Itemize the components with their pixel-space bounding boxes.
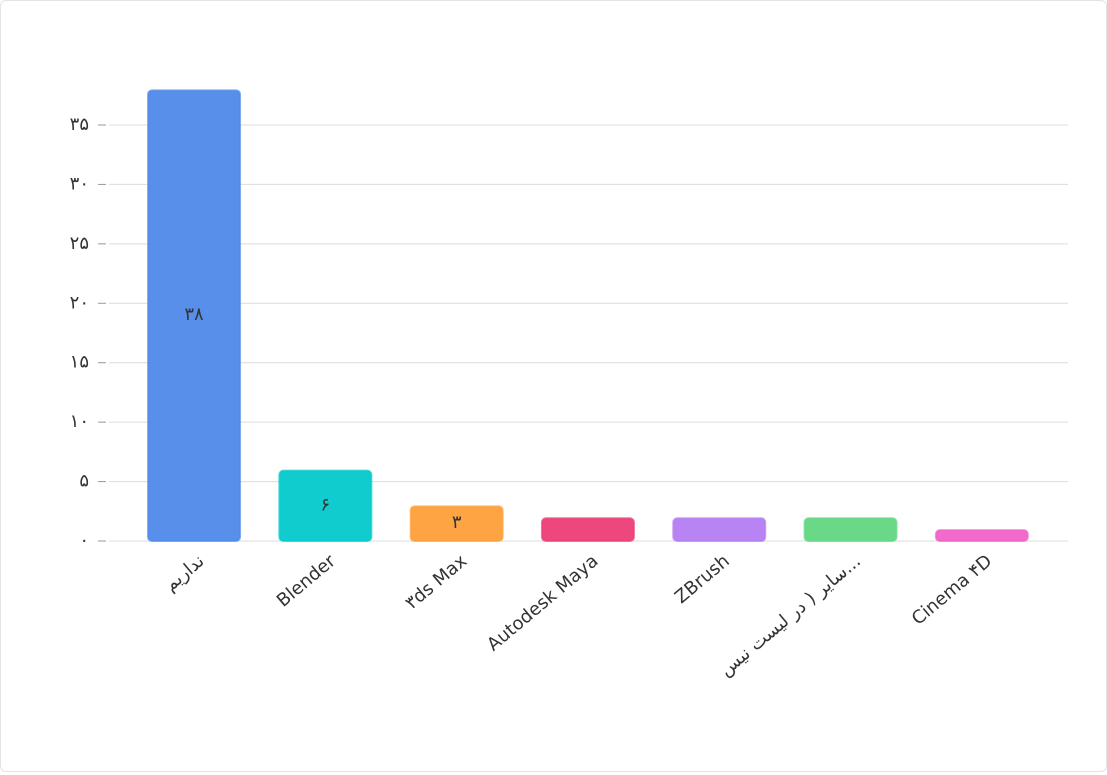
x-tick-label: Cinema ۴D (908, 551, 996, 630)
bar (278, 469, 373, 542)
x-tick-label: نداریم (160, 551, 208, 596)
bar (934, 529, 1029, 543)
y-tick-label: ۲۰ (70, 292, 89, 313)
data-label: ۳۸ (184, 304, 204, 325)
y-tick-label: ۵ (79, 471, 89, 492)
x-tick-label: سایر ( در لیست نیس... (716, 551, 865, 681)
y-tick-label: ۲۵ (70, 233, 89, 254)
y-tick-label: ۳۵ (70, 114, 89, 135)
data-label: ۳ (452, 512, 462, 533)
bar (540, 517, 635, 543)
y-tick-label: ۰ (79, 530, 89, 551)
y-tick-label: ۱۵ (70, 352, 89, 373)
bar (409, 505, 504, 543)
y-tick-label: ۱۰ (70, 411, 89, 432)
bar (672, 517, 767, 543)
x-tick-label: Autodesk Maya (483, 551, 602, 656)
data-label: ۶ (321, 494, 331, 515)
bar (803, 517, 898, 543)
x-tick-label: Blender (273, 550, 340, 611)
y-tick-label: ۳۰ (70, 173, 89, 194)
bar (147, 89, 242, 542)
x-tick-label: ZBrush (671, 551, 734, 608)
x-tick-label: ۳ds Max (401, 550, 471, 613)
